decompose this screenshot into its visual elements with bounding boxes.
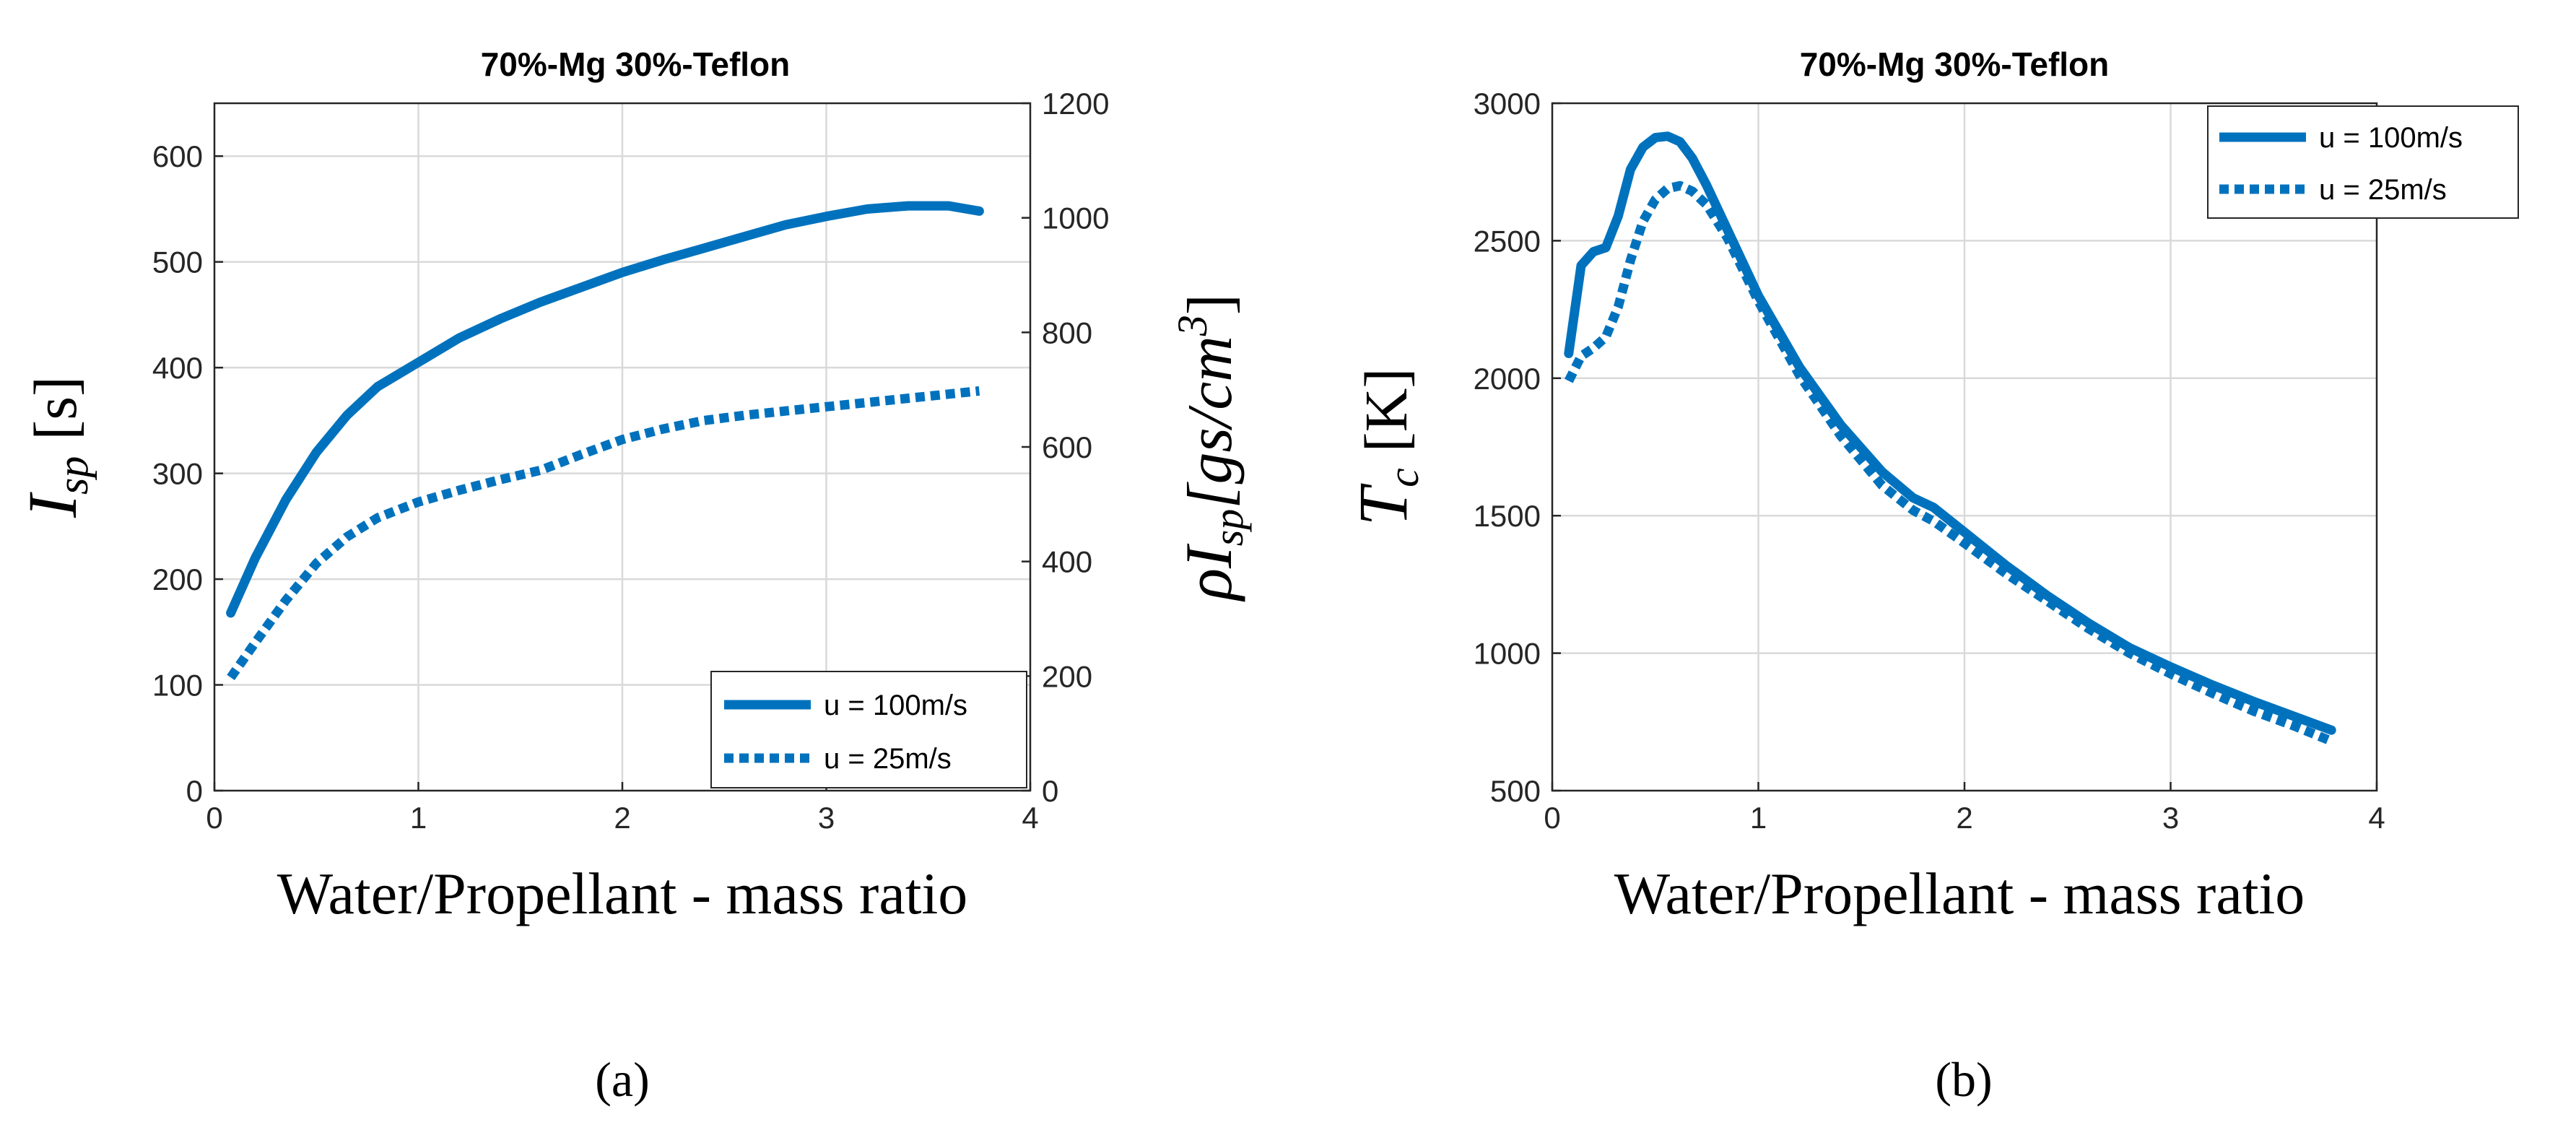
panel-a-chart: 70%-Mg 30%-Teflon 0 1 2 3 4 0 100 200 300 400 500…: [14, 45, 1252, 926]
panel-b-legend-label-25: u = 25m/s: [2319, 174, 2447, 206]
panel-a-title: 70%-Mg 30%-Teflon: [481, 45, 791, 83]
y-tick-label: 2000: [1474, 362, 1541, 396]
panel-a-x-axis-label: Water/Propellant - mass ratio: [277, 861, 968, 926]
x-tick-label: 4: [2368, 801, 2385, 835]
x-tick-label: 1: [1750, 801, 1767, 835]
x-tick-label: 4: [1022, 801, 1038, 835]
panel-b-title: 70%-Mg 30%-Teflon: [1800, 45, 2110, 83]
caption-a: (a): [595, 1052, 649, 1107]
panel-a-y-ticks: 0 100 200 300 400 500 600: [152, 139, 223, 808]
y2-tick-label: 800: [1042, 316, 1092, 349]
panel-b-x-ticks: 0 1 2 3 4: [1544, 782, 2385, 835]
series-line-u100: [1564, 131, 2336, 735]
y2-tick-label: 0: [1042, 774, 1058, 808]
y-tick-label: 2500: [1474, 224, 1541, 258]
x-tick-label: 3: [2162, 801, 2179, 835]
caption-b: (b): [1935, 1052, 1992, 1107]
y-tick-label: 600: [152, 139, 203, 173]
panel-a-legend-label-25: u = 25m/s: [824, 743, 952, 775]
panel-b-series: [1564, 131, 2336, 746]
series-line-u25: [1564, 181, 2333, 746]
panel-a-y2-ticks: 0 200 400 600 800 1000 1200: [1022, 87, 1109, 808]
panel-b-legend-box: [2207, 105, 2519, 219]
y-tick-label: 500: [152, 245, 203, 279]
series-line-u100: [226, 201, 984, 618]
series-line-u25: [227, 386, 980, 681]
y-tick-label: 3000: [1474, 87, 1541, 121]
x-tick-label: 1: [410, 801, 427, 835]
panel-b-y-ticks: 500 1000 1500 2000 2500 3000: [1474, 87, 1561, 808]
panel-a-legend-box: [710, 671, 1027, 788]
panel-b-y-axis-label: Tc[K]: [1344, 368, 1427, 526]
x-tick-label: 0: [206, 801, 222, 835]
panel-a-series: [226, 201, 984, 681]
panel-a-legend: u = 100m/s u = 25m/s: [710, 671, 1027, 788]
panel-a-legend-label-100: u = 100m/s: [824, 690, 967, 721]
panel-a-y2-axis-label: ρIsp[gs/cm3]: [1169, 294, 1252, 602]
y-tick-label: 1500: [1474, 499, 1541, 533]
x-tick-label: 3: [818, 801, 835, 835]
panel-b-legend-label-100: u = 100m/s: [2319, 122, 2463, 154]
y-tick-label: 200: [152, 562, 203, 596]
y-tick-label: 500: [1490, 774, 1541, 808]
panel-a-y-axis-label: Isp[s]: [14, 376, 97, 518]
y-tick-label: 0: [186, 774, 203, 808]
x-tick-label: 2: [1956, 801, 1972, 835]
y2-tick-label: 1000: [1042, 201, 1109, 235]
y2-tick-label: 600: [1042, 430, 1092, 464]
x-tick-label: 2: [614, 801, 630, 835]
y2-tick-label: 400: [1042, 545, 1092, 579]
panel-a-x-ticks: 0 1 2 3 4: [206, 782, 1039, 835]
y-tick-label: 100: [152, 669, 203, 703]
y-tick-label: 400: [152, 351, 203, 385]
y2-tick-label: 200: [1042, 659, 1092, 693]
x-tick-label: 0: [1544, 801, 1560, 835]
panel-b-chart: 70%-Mg 30%-Teflon 0 1 2 3 4 500 1000 1500 2000 2…: [1344, 45, 2519, 926]
y-tick-label: 300: [152, 457, 203, 491]
y-tick-label: 1000: [1474, 637, 1541, 671]
panel-b-x-axis-label: Water/Propellant - mass ratio: [1614, 861, 2305, 926]
panel-b-legend: u = 100m/s u = 25m/s: [2207, 105, 2519, 219]
y2-tick-label: 1200: [1042, 87, 1109, 121]
